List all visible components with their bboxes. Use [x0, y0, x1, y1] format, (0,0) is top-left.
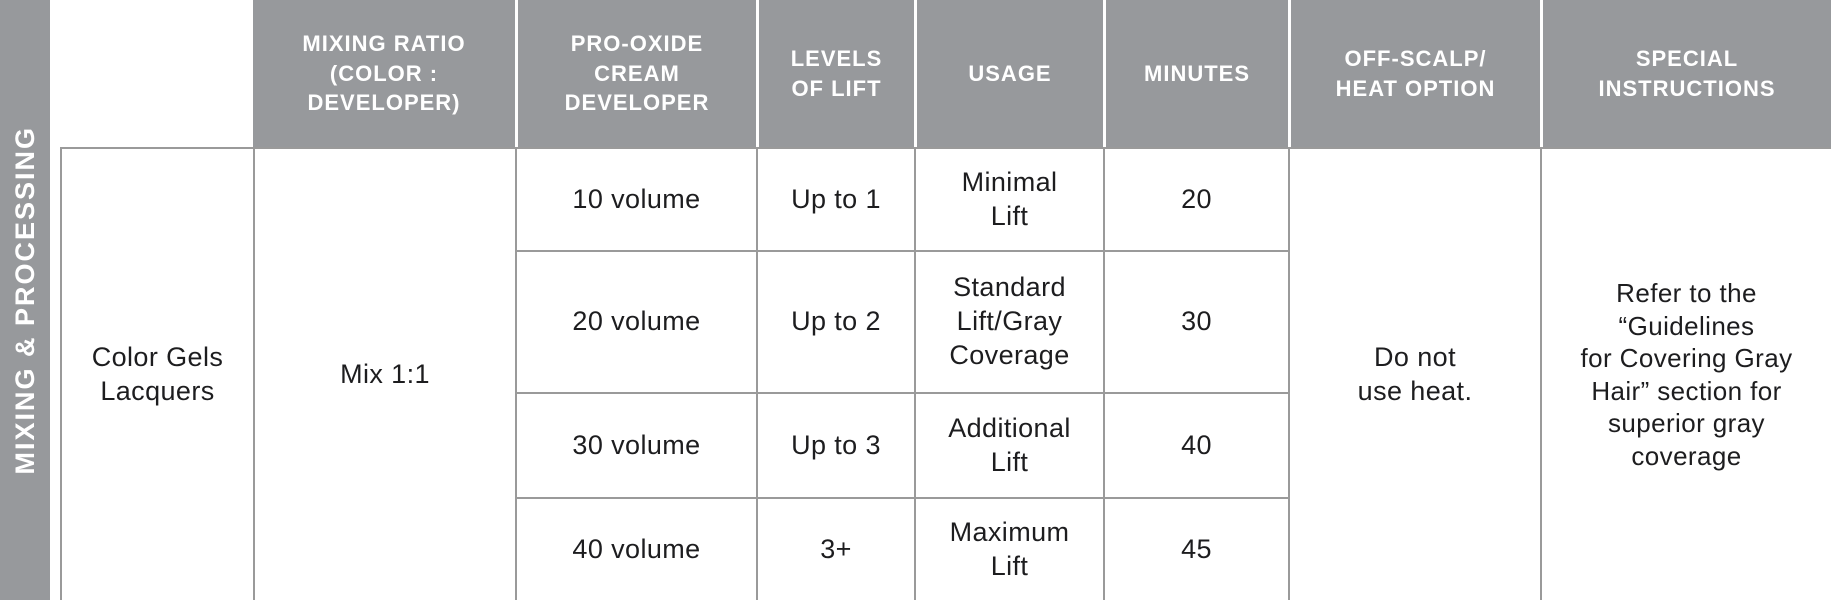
special-instructions-cell: Refer to the “Guidelines for Covering Gr…: [1540, 147, 1831, 600]
minutes-cell: 45: [1103, 497, 1288, 600]
header-cell-off-scalp: OFF-SCALP/ HEAT OPTION: [1288, 0, 1540, 147]
header-cell-special-instructions: SPECIAL INSTRUCTIONS: [1540, 0, 1831, 147]
mixing-ratio-cell: Mix 1:1: [253, 147, 515, 600]
header-cell-levels-of-lift: LEVELS OF LIFT: [756, 0, 914, 147]
developer-cell: 10 volume: [515, 147, 756, 250]
minutes-cell: 20: [1103, 147, 1288, 250]
header-cell-minutes: MINUTES: [1103, 0, 1288, 147]
developer-cell: 30 volume: [515, 392, 756, 497]
mixing-processing-table: MIXING RATIO (COLOR : DEVELOPER) PRO-OXI…: [60, 0, 1831, 600]
usage-cell: Additional Lift: [914, 392, 1103, 497]
usage-cell: Minimal Lift: [914, 147, 1103, 250]
header-cell-empty: [60, 0, 253, 147]
levels-of-lift-cell: Up to 2: [756, 250, 914, 392]
product-cell: Color Gels Lacquers: [60, 147, 253, 600]
header-cell-mixing-ratio: MIXING RATIO (COLOR : DEVELOPER): [253, 0, 515, 147]
levels-of-lift-cell: Up to 1: [756, 147, 914, 250]
header-cell-developer: PRO-OXIDE CREAM DEVELOPER: [515, 0, 756, 147]
developer-cell: 20 volume: [515, 250, 756, 392]
section-title: MIXING & PROCESSING: [9, 125, 40, 475]
section-sidebar: MIXING & PROCESSING: [0, 0, 50, 600]
header-cell-usage: USAGE: [914, 0, 1103, 147]
usage-cell: Standard Lift/Gray Coverage: [914, 250, 1103, 392]
usage-cell: Maximum Lift: [914, 497, 1103, 600]
minutes-cell: 30: [1103, 250, 1288, 392]
minutes-cell: 40: [1103, 392, 1288, 497]
levels-of-lift-cell: Up to 3: [756, 392, 914, 497]
off-scalp-heat-cell: Do not use heat.: [1288, 147, 1540, 600]
developer-cell: 40 volume: [515, 497, 756, 600]
levels-of-lift-cell: 3+: [756, 497, 914, 600]
